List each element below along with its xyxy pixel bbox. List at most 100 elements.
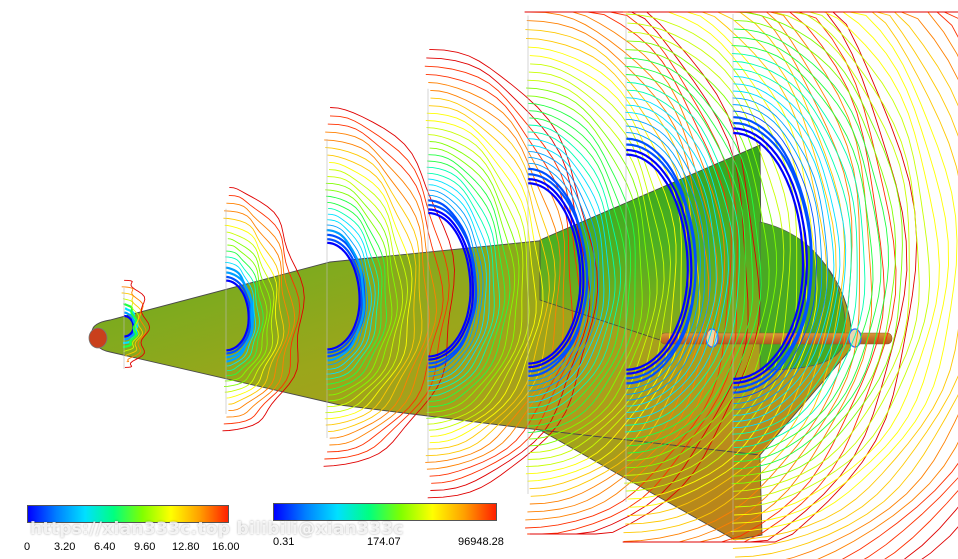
colorbar-tick-label: 9.60 [134, 541, 156, 553]
contour-line [326, 195, 387, 391]
contour-line [427, 154, 511, 408]
contour-line [121, 286, 147, 363]
contour-line [427, 48, 599, 499]
contour-slice [729, 11, 958, 559]
contour-line [731, 53, 866, 449]
contour-line [324, 161, 413, 420]
contour-line [527, 138, 610, 403]
contour-line [526, 117, 627, 421]
contour-line [526, 95, 643, 440]
colorbar-tick-label: 16.00 [212, 541, 240, 553]
contour-line [732, 90, 835, 416]
contour-line [527, 144, 605, 397]
contour-line [625, 132, 701, 390]
contour-line [732, 110, 817, 399]
contour-line [624, 89, 735, 426]
contour-line [427, 199, 477, 369]
contour-line [625, 13, 798, 492]
contour-line [426, 166, 501, 397]
contour-line [527, 71, 665, 460]
contour-line [427, 172, 495, 392]
contour-line [527, 11, 738, 535]
contour-line [226, 202, 296, 418]
contour-line [325, 189, 393, 396]
contour-slice [121, 279, 151, 369]
contour-line [224, 231, 275, 393]
contour-line [123, 303, 138, 349]
contour-line [732, 11, 910, 492]
contour-line [525, 37, 691, 490]
contour-line [427, 134, 524, 425]
contour-line [527, 131, 616, 409]
colorbar-tick-label: 96948.28 [458, 536, 504, 548]
contour-line [527, 167, 589, 377]
contour-line [527, 156, 596, 387]
contour-line [223, 217, 285, 405]
colorbar-tick-label: 12.80 [172, 541, 200, 553]
contour-line [427, 194, 480, 373]
contour-line [527, 124, 622, 415]
contour-line [425, 120, 537, 437]
contour-line [427, 160, 506, 402]
contour-line [224, 224, 279, 399]
contour-slice [222, 186, 305, 432]
contour-line [731, 11, 931, 508]
contour-line [222, 186, 305, 432]
contour-line [526, 110, 632, 427]
contour-line [425, 97, 556, 457]
contour-line [326, 241, 361, 351]
colorbar-tick-label: 0.31 [273, 536, 295, 548]
contour-line [326, 213, 376, 375]
contour-line [427, 189, 484, 377]
contour-line [625, 125, 706, 395]
contour-line [427, 184, 487, 382]
contour-line [624, 57, 762, 454]
contour-line [526, 87, 651, 447]
contour-line [527, 182, 582, 365]
contour-line [527, 102, 636, 434]
contour-line [624, 22, 791, 484]
contour-line [625, 104, 723, 413]
contour-line [731, 11, 920, 500]
contour-slice [323, 107, 455, 467]
contour-line [427, 211, 472, 358]
contour-line [223, 194, 301, 425]
contour-line [326, 201, 383, 385]
contour-line [527, 79, 658, 454]
contour-line [525, 55, 677, 475]
contour-line [326, 224, 369, 366]
contour-line [527, 150, 600, 392]
colorbar-left [27, 505, 229, 523]
contour-line [732, 36, 882, 463]
contour-line [625, 74, 746, 440]
colorbar-tick-label: 6.40 [94, 541, 116, 553]
contour-line [731, 45, 874, 456]
colorbar-tick-label: 3.20 [54, 541, 76, 553]
contour-line [425, 73, 574, 477]
contour-line [625, 97, 729, 420]
contour-line [732, 97, 829, 410]
contour-line [225, 266, 254, 363]
contour-slice [524, 11, 761, 535]
contour-line [624, 81, 741, 433]
contour-line [225, 262, 257, 367]
contour-line [224, 210, 290, 412]
contour-line [325, 147, 423, 433]
contour-line [326, 229, 366, 362]
contour-line [325, 207, 380, 380]
contour-line [121, 292, 143, 357]
contour-line [225, 279, 250, 352]
contour-line [324, 115, 450, 460]
contour-line [527, 178, 585, 369]
contour-line [732, 76, 847, 429]
contour-line [732, 83, 841, 422]
contour-line [625, 111, 717, 407]
contour-line [327, 176, 404, 408]
contour-line [527, 11, 718, 513]
contour-line [732, 127, 809, 385]
contour-line [731, 19, 897, 477]
contour-line [625, 137, 698, 385]
contour-line [526, 20, 710, 505]
contour-line [732, 104, 823, 405]
